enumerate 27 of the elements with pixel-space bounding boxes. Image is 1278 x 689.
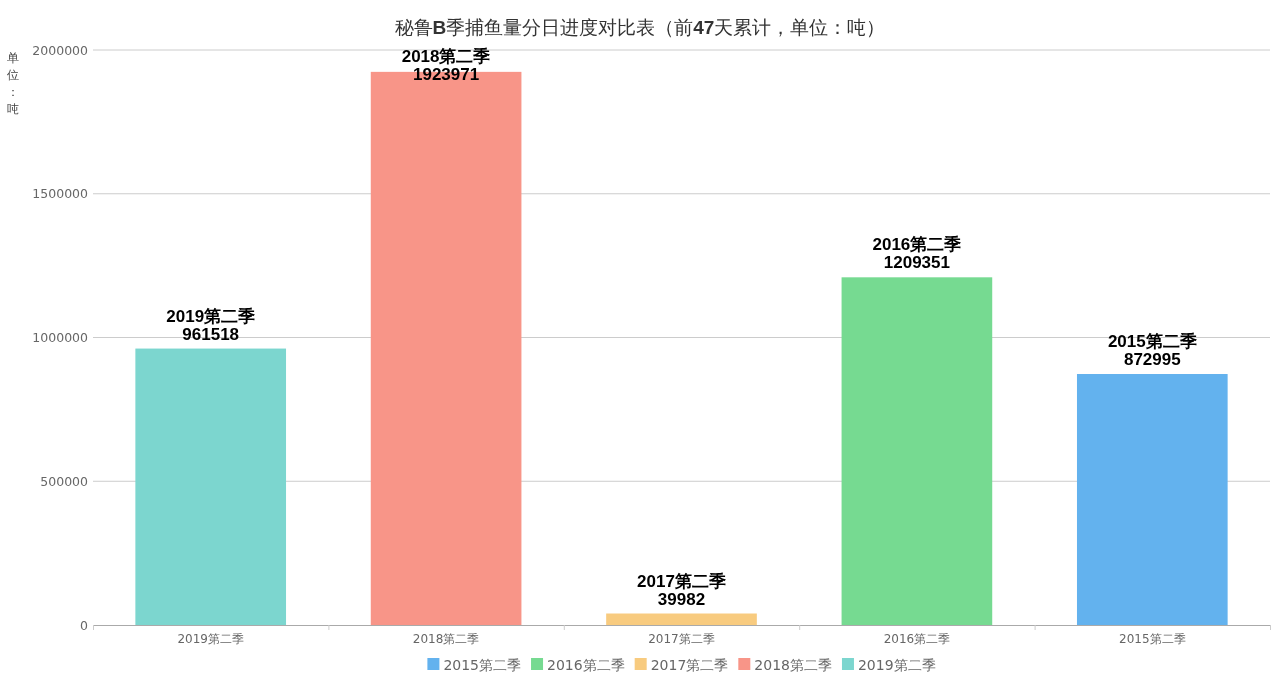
data-label: 39982	[657, 589, 706, 609]
y-tick-label: 1000000	[32, 330, 89, 345]
legend-label: 2015第二季	[443, 656, 522, 673]
x-tick-label: 2015第二季	[1119, 632, 1186, 646]
x-tick-label: 2016第二季	[883, 632, 951, 646]
text: 2019第二季	[166, 306, 256, 326]
text: 2017第二季	[637, 571, 726, 591]
text: 2015第二季	[1107, 332, 1197, 352]
x-tick-label: 2018第二季	[412, 632, 480, 646]
y-axis-title: 单位：吨	[7, 51, 19, 116]
y-tick-label: 2000000	[32, 42, 89, 58]
y-tick-label: 1500000	[32, 186, 89, 202]
data-label: 961518	[182, 324, 240, 344]
x-tick-label: 2017第二季	[648, 632, 715, 646]
y-tick-label: 0	[80, 617, 89, 633]
legend-label: 2016第二季	[547, 656, 625, 673]
legend-label: 2019第二季	[857, 656, 936, 673]
text: 2018第二季	[401, 47, 491, 66]
data-label: 872995	[1123, 350, 1181, 370]
chart-title: 秘鲁B季捕鱼量分日进度对比表（前47天累计，单位：吨）	[394, 17, 886, 38]
text: 2016第二季	[872, 235, 962, 255]
y-tick-label: 500000	[40, 473, 89, 489]
legend-label: 2018第二季	[754, 656, 832, 673]
x-tick-label: 2019第二季	[177, 632, 244, 646]
data-label: 1209351	[883, 253, 950, 273]
data-label: 1923971	[413, 65, 480, 84]
legend-label: 2017第二季	[650, 656, 729, 673]
